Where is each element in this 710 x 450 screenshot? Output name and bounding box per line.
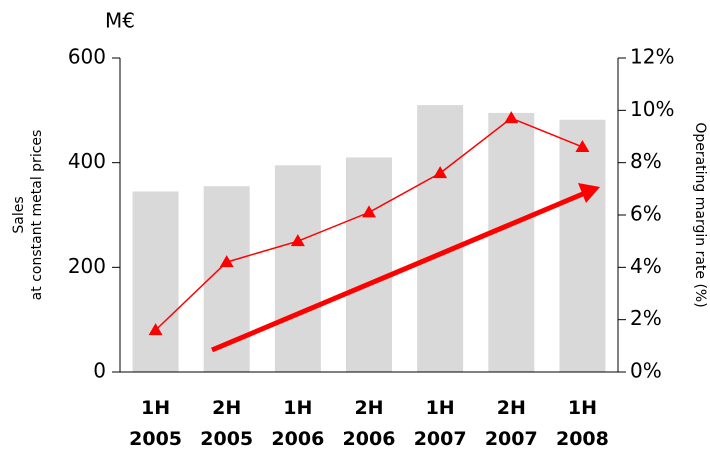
line-marker xyxy=(290,234,305,247)
bar xyxy=(346,157,392,372)
y-tick-label: 400 xyxy=(68,149,106,173)
y-axis-label-line: Sales xyxy=(11,196,27,233)
bar xyxy=(559,119,606,373)
x-tick-label: 2H 2006 xyxy=(343,397,396,450)
y2-tick-label: 8% xyxy=(630,149,662,173)
y2-tick-label: 12% xyxy=(630,45,674,69)
line-marker xyxy=(504,111,519,124)
y2-tick-label: 0% xyxy=(630,359,662,383)
unit-label: M€ xyxy=(105,9,135,33)
x-tick-label: 2H 2007 xyxy=(485,397,538,450)
bar xyxy=(488,112,535,372)
y-axis-label: Sales at constant metal prices xyxy=(11,130,45,301)
bar xyxy=(132,191,179,372)
y2-tick-label: 10% xyxy=(630,97,674,121)
x-tick-label: 1H 2006 xyxy=(271,397,324,450)
line-marker xyxy=(219,255,234,268)
x-tick-label: 1H 2008 xyxy=(556,397,609,450)
x-tick-label: 2H 2005 xyxy=(200,397,253,450)
line-marker xyxy=(433,166,448,179)
line-marker xyxy=(575,139,590,152)
trend-arrow-head xyxy=(578,183,600,203)
y2-tick-label: 6% xyxy=(630,202,662,226)
plot: 0 200 400 600 0% 2% 4% 6% 8% 10% 12% 1H 2005 2H 2005 1H… xyxy=(68,45,675,450)
y-tick-label: 0 xyxy=(93,359,106,383)
y2-tick-label: 4% xyxy=(630,254,662,278)
trend-arrow xyxy=(211,183,600,353)
y-axis-label-line: at constant metal prices xyxy=(29,130,45,301)
y2-tick-label: 2% xyxy=(630,306,662,330)
bar xyxy=(417,105,464,372)
line-marker xyxy=(148,323,163,336)
bar xyxy=(203,186,250,372)
y-tick-label: 200 xyxy=(68,254,106,278)
x-tick-label: 1H 2007 xyxy=(414,397,467,450)
trend-arrow-shaft xyxy=(211,190,586,353)
line-marker xyxy=(362,205,376,218)
y-tick-label: 600 xyxy=(68,45,106,69)
bar xyxy=(274,165,321,372)
y2-axis-label: Operating margin rate (%) xyxy=(692,122,708,307)
x-tick-label: 1H 2005 xyxy=(129,397,182,450)
